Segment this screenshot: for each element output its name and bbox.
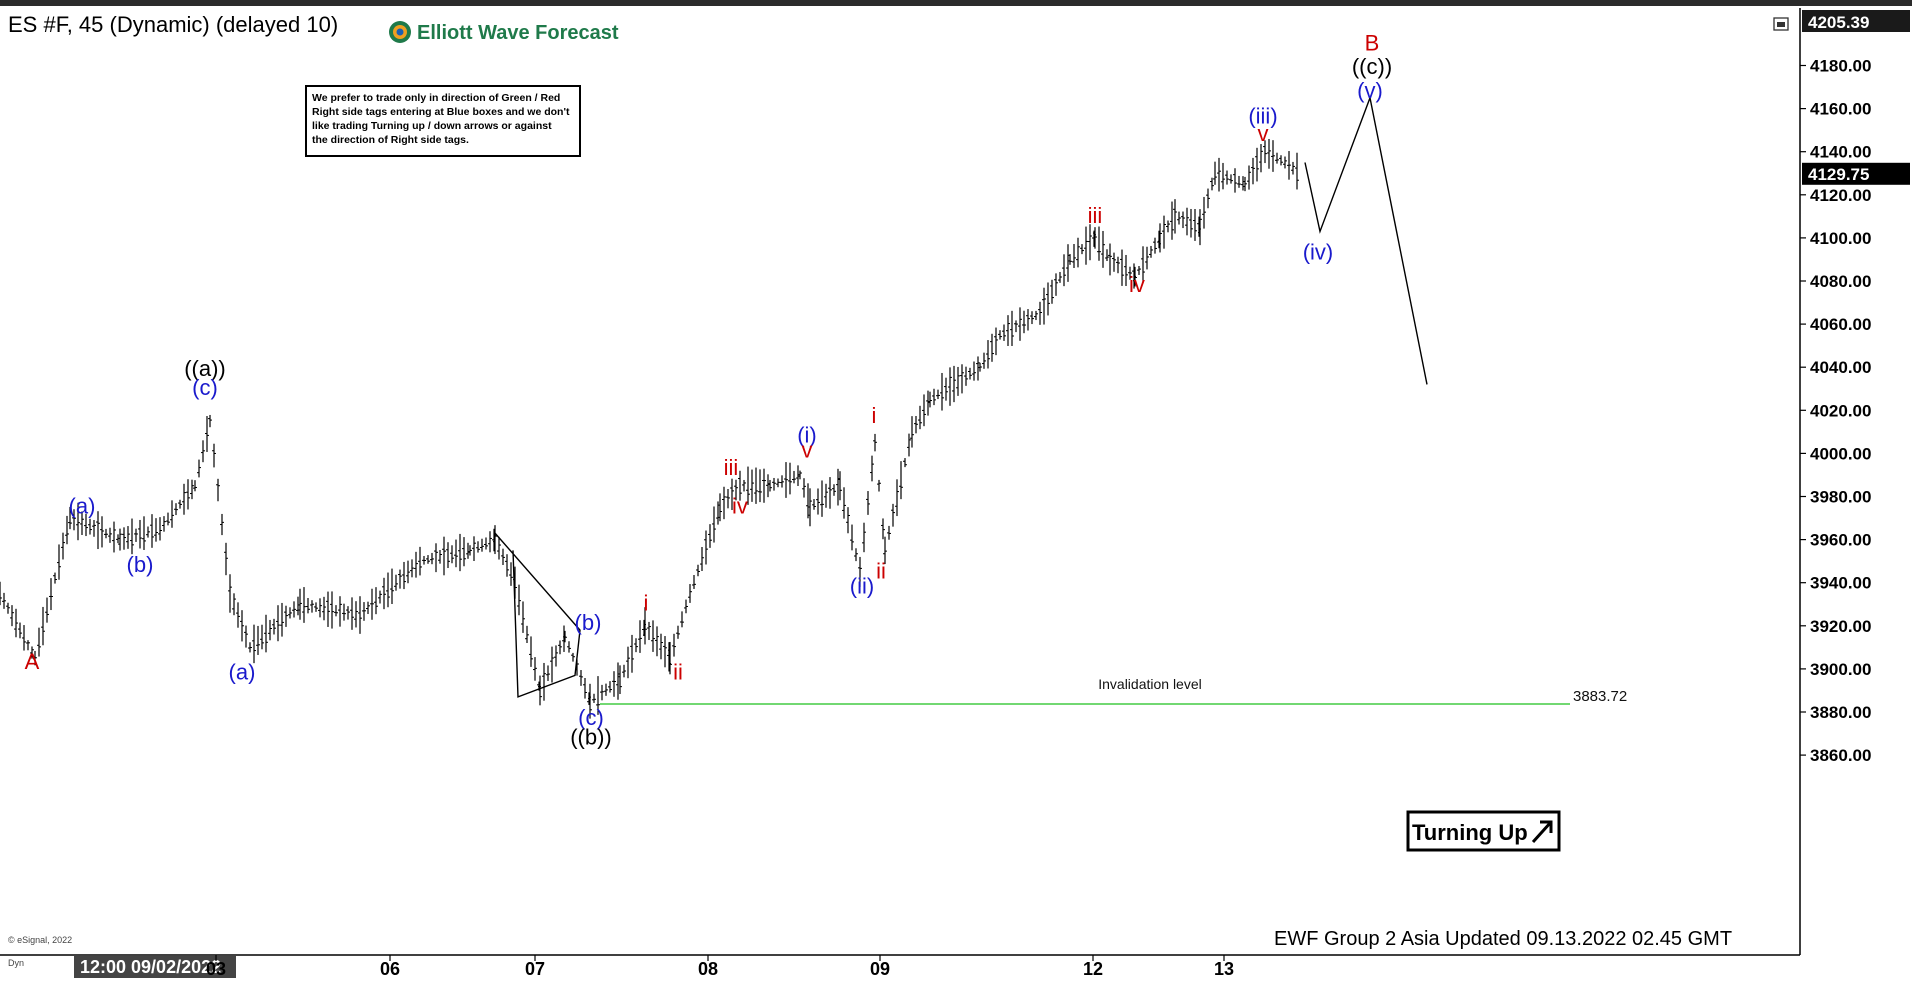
y-tick-label: 4140.00	[1810, 143, 1871, 162]
wave-label: ((c))	[1352, 54, 1392, 79]
y-tick-label: 3940.00	[1810, 574, 1871, 593]
y-tick-label: 4000.00	[1810, 444, 1871, 463]
turning-up-badge: Turning Up	[1406, 810, 1561, 852]
copyright-label: © eSignal, 2022	[8, 935, 72, 945]
wave-label: (a)	[69, 494, 96, 519]
note-line-1: We prefer to trade only in direction of …	[312, 92, 560, 104]
window-restore-icon[interactable]	[1773, 17, 1789, 31]
y-axis-ticks: 4180.00 4160.00 4140.00 4120.00 4100.00 4080.…	[1800, 57, 1871, 765]
y-tick-label: 4080.00	[1810, 272, 1871, 291]
wave-label: (b)	[575, 610, 602, 635]
top-value-label: 4205.39	[1808, 13, 1869, 32]
x-tick-label: 07	[525, 959, 545, 979]
invalidation-label: Invalidation level	[1098, 676, 1202, 692]
x-tick-label: 13	[1214, 959, 1234, 979]
y-tick-label: 3880.00	[1810, 703, 1871, 722]
trading-note-box: We prefer to trade only in direction of …	[305, 85, 581, 157]
note-line-4: the direction of Right side tags.	[312, 134, 469, 146]
top-border	[0, 0, 1912, 6]
y-tick-label: 3900.00	[1810, 660, 1871, 679]
wave-label: B	[1365, 30, 1380, 55]
brand-name: Elliott Wave Forecast	[417, 22, 619, 44]
last-price-badge: 4129.75	[1802, 162, 1910, 185]
wave-label: (iv)	[1303, 239, 1334, 264]
wave-label: iii	[1088, 203, 1103, 228]
dyn-label: Dyn	[8, 958, 24, 968]
wave-label: (v)	[1357, 78, 1383, 103]
x-axis-ticks: 03 06 07 08 09 12 13	[206, 955, 1234, 979]
y-tick-label: 3980.00	[1810, 488, 1871, 507]
triangle-pattern	[494, 532, 581, 698]
cursor-date-label: 12:00 09/02/2022	[80, 957, 221, 977]
x-tick-label: 08	[698, 959, 718, 979]
note-line-3: like trading Turning up / down arrows or…	[312, 120, 552, 132]
y-tick-label: 4020.00	[1810, 401, 1871, 420]
y-tick-label: 4120.00	[1810, 186, 1871, 205]
y-tick-label: 4180.00	[1810, 57, 1871, 76]
y-tick-label: 4060.00	[1810, 315, 1871, 334]
y-tick-label: 4100.00	[1810, 229, 1871, 248]
brand-logo: Elliott Wave Forecast	[389, 21, 619, 44]
invalidation-value: 3883.72	[1573, 688, 1627, 705]
wave-label: iv	[732, 494, 748, 519]
wave-label: v	[802, 438, 813, 463]
x-tick-label: 06	[380, 959, 400, 979]
y-tick-label: 4160.00	[1810, 100, 1871, 119]
wave-labels: A(a)(b)((a))(c)(a)(b)(c)((b))iiiiiiiv(i)…	[25, 30, 1393, 749]
top-value-badge: 4205.39	[1802, 10, 1910, 32]
wave-label: (iii)	[1248, 104, 1277, 129]
wave-label: (b)	[127, 552, 154, 577]
wave-label: (ii)	[850, 573, 874, 598]
wave-label: ((a))	[184, 356, 226, 381]
chart-title: ES #F, 45 (Dynamic) (delayed 10)	[8, 12, 338, 37]
last-price-label: 4129.75	[1808, 165, 1869, 184]
wave-label: v	[1258, 121, 1269, 146]
y-tick-label: 3860.00	[1810, 746, 1871, 765]
turning-up-label: Turning Up	[1412, 820, 1528, 845]
wave-label: ii	[876, 558, 886, 583]
wave-label: (i)	[797, 423, 817, 448]
wave-label: A	[25, 649, 40, 674]
wave-label: ii	[673, 660, 683, 685]
wave-label: i	[872, 403, 877, 428]
x-tick-label: 12	[1083, 959, 1103, 979]
wave-label: (c)	[192, 375, 218, 400]
wave-label: (c)	[578, 705, 604, 730]
y-tick-label: 3960.00	[1810, 531, 1871, 550]
price-bars	[0, 138, 1299, 719]
update-footer: EWF Group 2 Asia Updated 09.13.2022 02.4…	[1274, 928, 1732, 950]
projection-path	[1304, 95, 1428, 385]
x-tick-label: 09	[870, 959, 890, 979]
arrow-up-right-icon	[1531, 820, 1553, 844]
wave-label: i	[644, 591, 649, 616]
y-tick-label: 3920.00	[1810, 617, 1871, 636]
wave-label: iii	[724, 455, 739, 480]
x-tick-label: 03	[206, 959, 226, 979]
x-axis: 12:00 09/02/2022 03 06 07 08 09 12 13	[0, 954, 1800, 979]
wave-label: ((b))	[570, 724, 612, 749]
note-line-2: Right side tags entering at Blue boxes a…	[312, 106, 570, 118]
wave-label: iv	[1129, 272, 1145, 297]
y-axis: 4180.00 4160.00 4140.00 4120.00 4100.00 4080.…	[1799, 8, 1910, 955]
wave-label: (a)	[229, 660, 256, 685]
y-tick-label: 4040.00	[1810, 358, 1871, 377]
